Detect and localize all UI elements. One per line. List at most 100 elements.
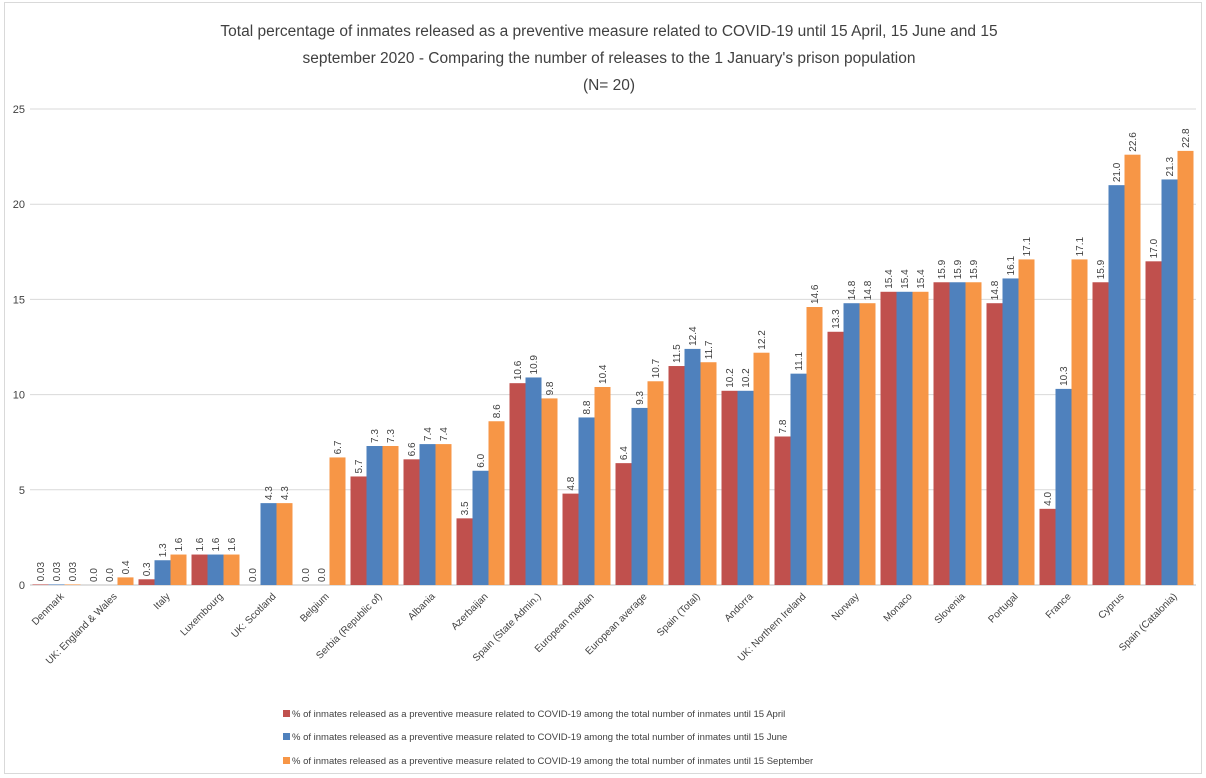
bar [1018, 259, 1035, 585]
bar [472, 470, 489, 585]
data-label: 15.4 [900, 269, 911, 289]
x-category-label: Italy [152, 591, 173, 612]
bar [117, 577, 134, 585]
data-label: 0.3 [142, 562, 153, 576]
data-label: 13.3 [831, 309, 842, 329]
bar [525, 377, 542, 585]
bar [684, 348, 701, 585]
data-label: 0.4 [121, 560, 132, 574]
data-label: 15.9 [1096, 259, 1107, 279]
bar [578, 417, 595, 585]
data-label: 10.9 [529, 355, 540, 375]
chart-title-line-3: (N= 20) [583, 77, 635, 94]
data-label: 12.2 [757, 330, 768, 350]
bar [1177, 150, 1194, 585]
data-label: 4.8 [566, 476, 577, 490]
data-label: 22.8 [1181, 128, 1192, 148]
data-label: 6.6 [407, 442, 418, 456]
bar [1108, 185, 1125, 585]
bar [753, 352, 770, 585]
bar [986, 303, 1003, 585]
bar [366, 446, 383, 585]
x-category-label: Norway [830, 591, 862, 623]
y-tick-label: 20 [13, 199, 25, 211]
legend-entry: % of inmates released as a preventive me… [292, 732, 787, 743]
bar [1055, 388, 1072, 585]
bar [843, 303, 860, 585]
bar [191, 554, 208, 585]
legend-swatch [283, 710, 290, 717]
data-label: 14.8 [990, 280, 1001, 300]
x-category-label: Luxembourg [179, 591, 226, 638]
bar [1124, 154, 1141, 586]
bar [933, 282, 950, 585]
data-label: 0.0 [317, 568, 328, 582]
y-axis-tick-labels: 0 5 10 15 20 25 [13, 104, 25, 592]
y-tick-label: 5 [19, 485, 25, 497]
data-label: 7.3 [370, 429, 381, 443]
x-category-label: France [1044, 591, 1074, 621]
bar [276, 503, 293, 585]
bars [32, 150, 1194, 586]
bar [419, 444, 436, 585]
bar [562, 493, 579, 585]
data-label: 7.4 [423, 427, 434, 441]
data-label: 1.6 [227, 537, 238, 551]
y-tick-label: 25 [13, 104, 25, 116]
data-label: 5.7 [354, 459, 365, 473]
chart-frame: Total percentage of inmates released as … [4, 2, 1202, 774]
y-tick-label: 15 [13, 294, 25, 306]
bar [880, 291, 897, 585]
bar [350, 476, 367, 585]
data-label: 0.03 [36, 562, 47, 582]
bar [64, 584, 81, 585]
data-label: 0.0 [89, 568, 100, 582]
data-label: 0.0 [248, 568, 259, 582]
data-label: 7.3 [386, 429, 397, 443]
data-label: 1.6 [174, 537, 185, 551]
data-label: 3.5 [460, 501, 471, 515]
data-label: 21.3 [1165, 157, 1176, 177]
data-label: 10.2 [725, 368, 736, 388]
bar [721, 390, 738, 585]
data-label: 4.0 [1043, 492, 1054, 506]
x-category-label: Denmark [30, 591, 67, 628]
bar [48, 584, 65, 585]
data-label: 15.4 [916, 269, 927, 289]
bar [329, 457, 346, 585]
bar [1039, 508, 1056, 585]
x-category-label: Cyprus [1096, 591, 1126, 621]
bar [435, 444, 452, 585]
x-category-label: Andorra [723, 591, 756, 624]
bar [488, 421, 505, 585]
chart-title-line-2: september 2020 - Comparing the number of… [303, 50, 916, 67]
x-category-label: Albania [406, 591, 438, 623]
bar [668, 366, 685, 585]
chart-title-line-1: Total percentage of inmates released as … [220, 23, 997, 40]
data-label: 7.8 [778, 419, 789, 433]
data-label: 11.1 [794, 351, 805, 370]
bar [154, 560, 171, 585]
data-label: 11.5 [672, 344, 683, 363]
bar [594, 386, 611, 585]
data-label: 10.7 [651, 358, 662, 378]
bar [965, 282, 982, 585]
bar [859, 303, 876, 585]
data-label: 17.1 [1075, 237, 1086, 257]
data-label: 6.7 [333, 440, 344, 454]
x-category-label: Slovenia [933, 591, 968, 626]
data-label: 14.8 [863, 280, 874, 300]
legend-swatch [283, 733, 290, 740]
data-label: 4.3 [280, 486, 291, 500]
x-category-label: Monaco [882, 591, 915, 624]
data-label: 6.4 [619, 446, 630, 460]
bar [1092, 282, 1109, 585]
data-label: 9.8 [545, 381, 556, 395]
data-label: 10.2 [741, 368, 752, 388]
data-label: 0.0 [301, 568, 312, 582]
data-labels: 0.03 0.03 0.03 0.0 0.0 0.4 0.3 1.3 1.6 1.6 1.6 1.6 0… [36, 128, 1192, 582]
bar [827, 331, 844, 585]
x-category-label: UK: Scotland [230, 591, 279, 640]
bar [382, 446, 399, 585]
bar [138, 579, 155, 585]
